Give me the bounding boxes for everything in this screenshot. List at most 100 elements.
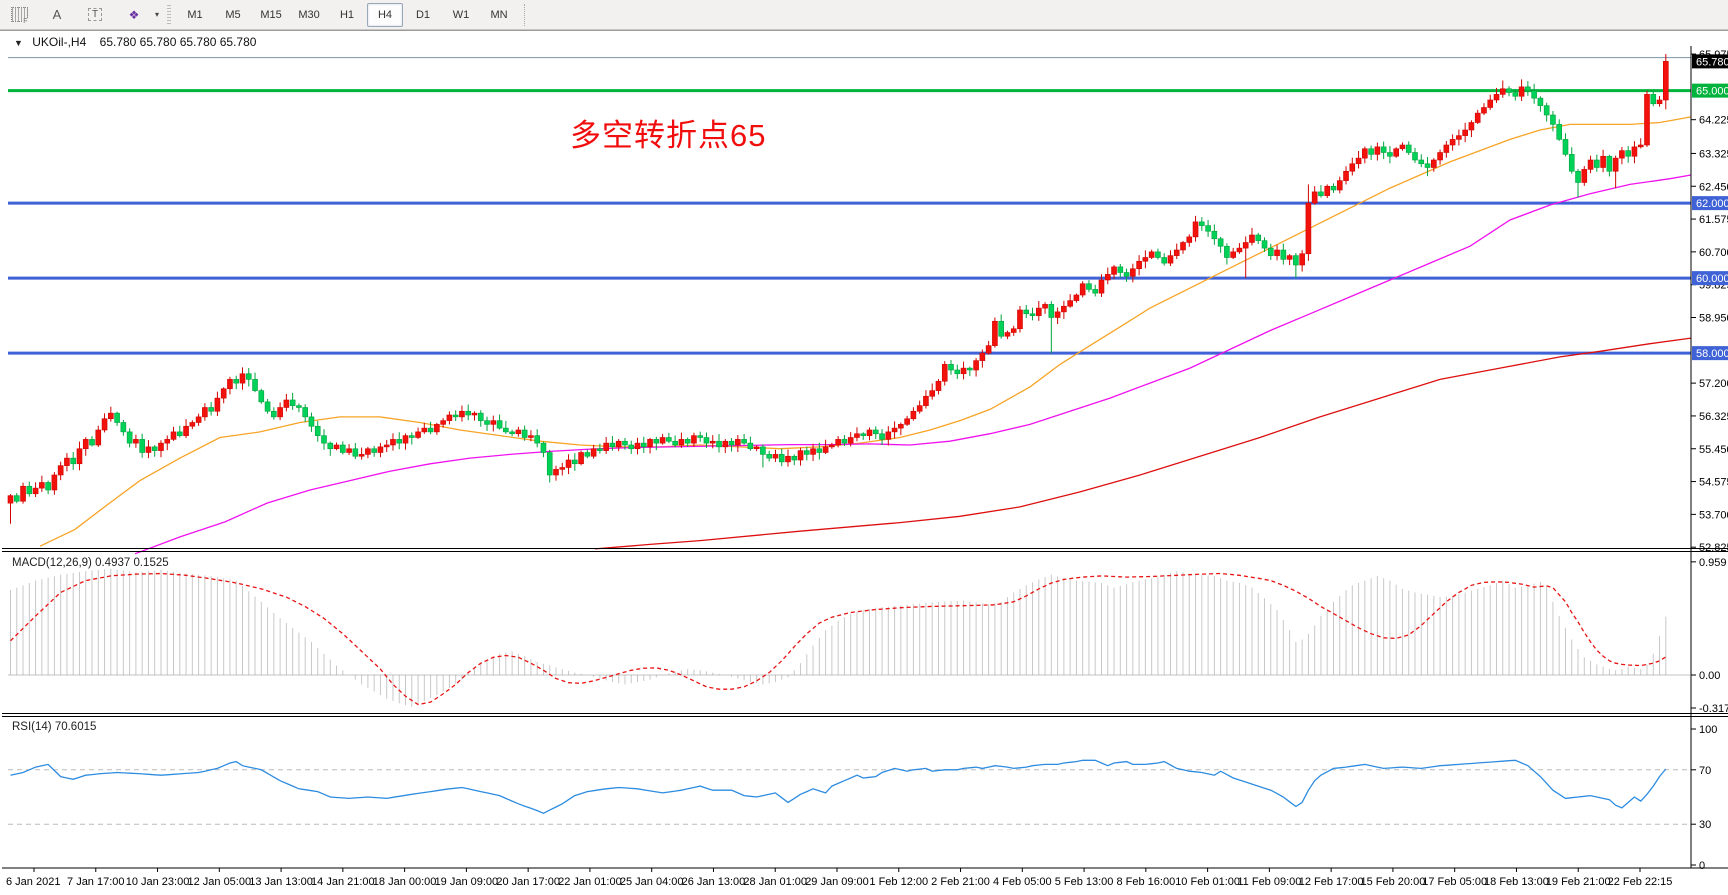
- date-tick-label: 19 Feb 21:00: [1546, 876, 1611, 888]
- rsi-indicator-label: RSI(14) 70.6015: [12, 721, 97, 733]
- date-tick-label: 5 Feb 13:00: [1055, 876, 1114, 888]
- price-level-box: [1692, 196, 1728, 211]
- date-tick-label: 13 Jan 13:00: [249, 876, 313, 888]
- rsi-pane: 100 70 30 0: [8, 724, 1717, 872]
- rsi-axis-label: 100: [1699, 724, 1717, 736]
- chevron-down-icon[interactable]: ▼: [14, 38, 23, 48]
- date-tick-label: 22 Feb 22:15: [1608, 876, 1673, 888]
- date-tick-label: 14 Jan 21:00: [311, 876, 375, 888]
- date-tick-label: 8 Feb 16:00: [1116, 876, 1175, 888]
- date-tick-label: 20 Jan 17:00: [496, 876, 560, 888]
- text-box-tool-button[interactable]: T: [77, 3, 113, 27]
- svg-text:58.000: 58.000: [1696, 348, 1728, 360]
- rsi-axis-label: 0: [1699, 860, 1705, 872]
- price-tick-label: 55.450: [1699, 444, 1728, 456]
- svg-text:62.000: 62.000: [1696, 198, 1728, 210]
- date-tick-label: 17 Feb 05:00: [1422, 876, 1487, 888]
- moving-averages: [39, 116, 1692, 555]
- grid-icon: F: [10, 7, 28, 25]
- date-tick-label: 28 Jan 01:00: [743, 876, 807, 888]
- rsi-axis-label: 70: [1699, 765, 1711, 777]
- date-tick-label: 2 Feb 21:00: [931, 876, 990, 888]
- price-level-box: [1692, 346, 1728, 361]
- price-tick-label: 63.325: [1699, 148, 1728, 160]
- date-tick-label: 18 Jan 00:00: [373, 876, 437, 888]
- timeframe-button-M30[interactable]: M30: [298, 8, 320, 21]
- ma-fast-orange: [39, 116, 1692, 547]
- timeframe-button-M5[interactable]: M5: [225, 8, 241, 21]
- ma-mid-magenta: [134, 174, 1692, 555]
- date-tick-label: 18 Feb 13:00: [1484, 876, 1549, 888]
- chart-window[interactable]: [0, 30, 1728, 895]
- date-tick-label: 19 Jan 09:00: [435, 876, 499, 888]
- pane-borders: [2, 46, 1728, 869]
- text-box-icon: T: [87, 8, 103, 21]
- date-tick-label: 22 Jan 01:00: [558, 876, 622, 888]
- price-tick-label: 61.575: [1699, 214, 1728, 226]
- price-tick-label: 62.450: [1699, 181, 1728, 193]
- price-axis: 65.97564.22563.32562.45061.57560.70059.8…: [1691, 49, 1728, 554]
- price-level-box: [1692, 271, 1728, 286]
- horizontal-line-objects: [8, 57, 1691, 355]
- date-tick-label: 11 Feb 09:00: [1237, 876, 1301, 888]
- svg-text:65.000: 65.000: [1696, 86, 1728, 98]
- price-tick-label: 60.700: [1699, 247, 1728, 259]
- rsi-line: [10, 759, 1667, 815]
- date-tick-label: 7 Jan 17:00: [67, 876, 125, 888]
- toolbar-drag-handle[interactable]: [167, 4, 172, 25]
- macd-signal-line: [10, 572, 1667, 706]
- price-tick-label: 54.575: [1699, 477, 1728, 489]
- date-tick-label: 25 Jan 04:00: [620, 876, 684, 888]
- chevron-down-icon[interactable]: ▾: [155, 10, 160, 19]
- date-tick-label: 29 Jan 09:00: [805, 876, 869, 888]
- price-tick-label: 57.200: [1699, 378, 1728, 390]
- timeframe-button-H1[interactable]: H1: [339, 8, 355, 21]
- date-tick-label: 12 Jan 05:00: [187, 876, 251, 888]
- ma-slow-red: [594, 337, 1692, 550]
- letter-a-icon: A: [52, 7, 62, 22]
- timeframe-button-MN[interactable]: MN: [490, 8, 508, 21]
- toolbar-separator: [524, 3, 530, 26]
- price-level-box: [1692, 83, 1728, 98]
- date-tick-label: 26 Jan 13:00: [682, 876, 746, 888]
- svg-text:60.000: 60.000: [1696, 273, 1728, 285]
- price-level-box: [1692, 54, 1728, 69]
- drawing-tools-group: F A T ❖: [0, 0, 152, 29]
- date-tick-label: 6 Jan 2021: [6, 876, 60, 888]
- price-tick-label: 53.700: [1699, 509, 1728, 521]
- price-tick-label: 58.950: [1699, 313, 1728, 325]
- chart-text-annotation[interactable]: 多空转折点65: [570, 118, 767, 153]
- date-tick-label: 12 Feb 17:00: [1299, 876, 1364, 888]
- date-tick-label: 15 Feb 20:00: [1361, 876, 1426, 888]
- chart-ohlc-values: 65.780 65.780 65.780 65.780: [99, 35, 257, 49]
- macd-indicator-label: MACD(12,26,9) 0.4937 0.1525: [12, 557, 169, 569]
- grid-tool-button[interactable]: F: [1, 3, 37, 27]
- price-tick-label: 52.825: [1699, 542, 1728, 554]
- date-tick-label: 1 Feb 12:00: [869, 876, 928, 888]
- chart-symbol-period: UKOil-,H4: [32, 35, 87, 49]
- arrows-icon: ❖: [128, 7, 140, 22]
- timeframe-group: M1 M5 M15 M30 H1 H4 D1 W1 MN: [176, 0, 518, 29]
- macd-axis-label: 0.959: [1699, 557, 1727, 569]
- timeframe-button-H4[interactable]: H4: [367, 2, 404, 27]
- rsi-axis-label: 30: [1699, 819, 1711, 831]
- timeframe-button-D1[interactable]: D1: [415, 8, 431, 21]
- chart-title: ▼ UKOil-,H4 65.780 65.780 65.780 65.780: [14, 35, 256, 49]
- candlesticks: [7, 54, 1669, 524]
- svg-text:65.780: 65.780: [1696, 56, 1728, 68]
- text-label-tool-button[interactable]: A: [39, 3, 75, 27]
- timeframe-button-W1[interactable]: W1: [452, 8, 470, 21]
- price-tick-label: 56.325: [1699, 411, 1728, 423]
- macd-axis-label: 0.00: [1699, 670, 1720, 682]
- timeframe-button-M1[interactable]: M1: [187, 8, 203, 21]
- timeframe-button-M15[interactable]: M15: [260, 8, 282, 21]
- price-tick-label: 64.225: [1699, 115, 1728, 127]
- date-tick-label: 4 Feb 05:00: [993, 876, 1052, 888]
- arrow-objects-tool-button[interactable]: ❖: [115, 3, 151, 27]
- toolbar: F A T ❖ ▾ M1 M5 M15 M30 H1 H4 D1 W1 MN: [0, 0, 1728, 30]
- date-tick-label: 10 Feb 01:00: [1175, 876, 1240, 888]
